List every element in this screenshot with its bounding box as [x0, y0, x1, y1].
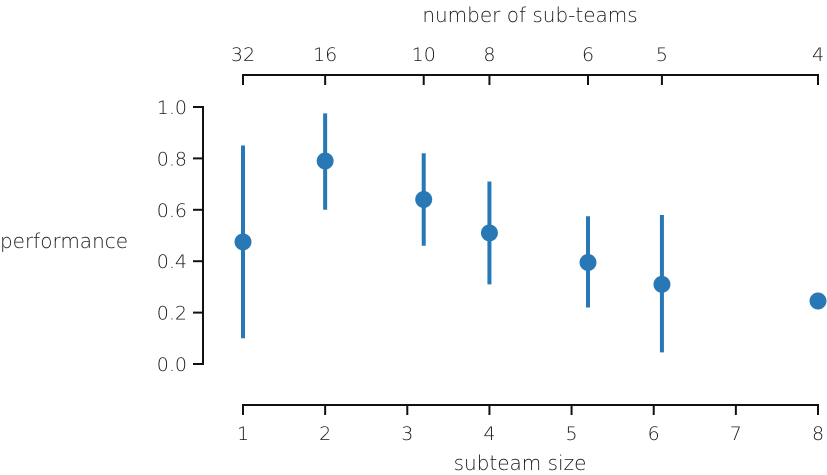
top-axis-title: number of sub-teams — [422, 3, 637, 27]
data-point-5 — [653, 275, 671, 293]
x-tick-label-6: 7 — [730, 423, 742, 445]
top-tick-label-4: 6 — [582, 44, 594, 66]
x-tick-label-3: 4 — [483, 423, 495, 445]
top-tick-label-5: 5 — [656, 44, 668, 66]
y-tick-label-4: 0.8 — [157, 148, 187, 170]
y-tick-label-2: 0.4 — [157, 251, 187, 273]
x-tick-label-5: 6 — [648, 423, 660, 445]
top-tick-label-1: 16 — [313, 44, 337, 66]
data-point-6 — [809, 292, 827, 310]
top-x-axis: 32 16 10 8 6 5 4 — [231, 44, 824, 85]
x-axis-title: subteam size — [454, 451, 587, 475]
y-tick-label-0: 0.0 — [157, 354, 187, 376]
y-tick-label-1: 0.2 — [157, 303, 187, 325]
x-tick-label-1: 2 — [319, 423, 331, 445]
data-point-2 — [415, 191, 433, 209]
top-tick-label-0: 32 — [231, 44, 255, 66]
y-axis-title: performance — [0, 229, 128, 253]
x-tick-label-2: 3 — [401, 423, 413, 445]
top-tick-label-6: 4 — [812, 44, 824, 66]
top-tick-label-3: 8 — [483, 44, 495, 66]
data-point-3 — [480, 224, 498, 242]
data-point-0 — [234, 233, 252, 251]
x-tick-label-4: 5 — [566, 423, 578, 445]
y-axis: 0.0 0.2 0.4 0.6 0.8 1.0 — [157, 97, 204, 376]
y-tick-label-3: 0.6 — [157, 200, 187, 222]
data-points — [234, 113, 827, 353]
x-tick-label-0: 1 — [237, 423, 249, 445]
top-tick-label-2: 10 — [412, 44, 436, 66]
x-axis: 1 2 3 4 5 6 7 8 — [237, 404, 824, 445]
data-point-1 — [316, 152, 334, 170]
y-tick-label-5: 1.0 — [157, 97, 187, 119]
data-point-4 — [579, 253, 597, 271]
x-tick-label-7: 8 — [812, 423, 824, 445]
